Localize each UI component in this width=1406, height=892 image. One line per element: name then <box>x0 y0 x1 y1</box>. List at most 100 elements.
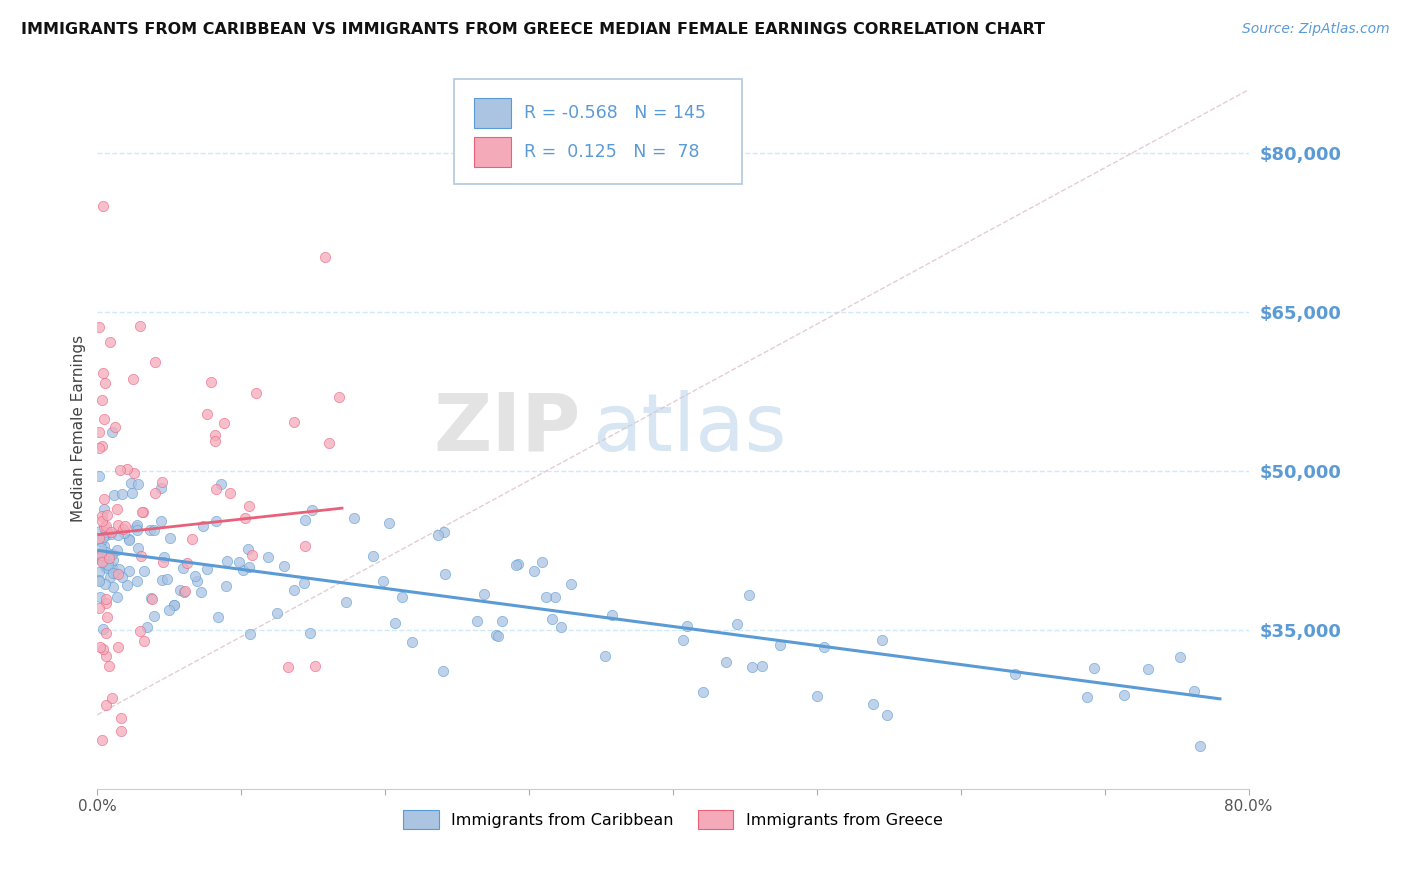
Point <box>125 520 148 534</box>
FancyBboxPatch shape <box>454 79 742 184</box>
Point <box>205 514 228 528</box>
Point <box>544 590 567 604</box>
Point <box>89 524 111 539</box>
Point <box>335 595 357 609</box>
Point <box>751 659 773 673</box>
Point <box>152 549 174 564</box>
Point <box>94 376 117 390</box>
Point <box>136 620 159 634</box>
Point <box>692 684 714 698</box>
Point <box>191 518 214 533</box>
Point <box>530 555 553 569</box>
Point <box>292 575 315 590</box>
Point <box>143 486 166 500</box>
Point <box>98 570 121 584</box>
Point <box>215 579 238 593</box>
Text: Source: ZipAtlas.com: Source: ZipAtlas.com <box>1241 22 1389 37</box>
Point <box>176 556 198 570</box>
Point <box>101 547 124 561</box>
Point <box>283 582 305 597</box>
Point <box>1112 688 1135 702</box>
Point <box>207 610 229 624</box>
Point <box>131 505 153 519</box>
Point <box>870 633 893 648</box>
Point <box>301 502 323 516</box>
FancyBboxPatch shape <box>474 98 510 128</box>
Point <box>94 528 117 542</box>
Point <box>105 543 128 558</box>
Point <box>141 592 163 607</box>
Point <box>91 199 114 213</box>
Point <box>361 549 384 564</box>
Y-axis label: Median Female Earnings: Median Female Earnings <box>72 335 86 522</box>
Point <box>183 568 205 582</box>
Point <box>139 523 162 537</box>
Point <box>741 660 763 674</box>
Point <box>87 468 110 483</box>
Point <box>671 633 693 648</box>
Point <box>209 477 232 491</box>
Point <box>401 634 423 648</box>
Point <box>111 487 134 501</box>
Point <box>205 483 228 497</box>
Point <box>128 624 150 638</box>
Point <box>107 640 129 655</box>
Point <box>96 591 118 606</box>
Point <box>204 434 226 448</box>
Point <box>94 648 117 663</box>
Text: R = -0.568   N = 145: R = -0.568 N = 145 <box>524 104 706 122</box>
Point <box>110 711 132 725</box>
Point <box>87 574 110 588</box>
Point <box>93 559 115 574</box>
Point <box>283 415 305 429</box>
Point <box>725 617 748 632</box>
Point <box>132 633 155 648</box>
Point <box>104 419 127 434</box>
Point <box>97 658 120 673</box>
Point <box>111 570 134 584</box>
Point <box>122 372 145 386</box>
Point <box>94 625 117 640</box>
Point <box>101 425 124 439</box>
Point <box>114 518 136 533</box>
Point <box>107 562 129 576</box>
Point <box>103 488 125 502</box>
Point <box>484 628 506 642</box>
Point <box>87 601 110 615</box>
Point <box>239 627 262 641</box>
Point <box>738 588 761 602</box>
Point <box>117 532 139 546</box>
Point <box>90 548 112 562</box>
Point <box>162 598 184 612</box>
Text: IMMIGRANTS FROM CARIBBEAN VS IMMIGRANTS FROM GREECE MEDIAN FEMALE EARNINGS CORRE: IMMIGRANTS FROM CARIBBEAN VS IMMIGRANTS … <box>21 22 1045 37</box>
Point <box>318 435 340 450</box>
Point <box>432 665 454 679</box>
Point <box>93 502 115 516</box>
Point <box>1189 739 1212 754</box>
Point <box>273 559 295 574</box>
Point <box>101 553 124 567</box>
Point <box>343 511 366 525</box>
Point <box>491 614 513 628</box>
Point <box>97 551 120 566</box>
Point <box>105 502 128 516</box>
Point <box>862 697 884 711</box>
Point <box>96 557 118 571</box>
Point <box>427 527 450 541</box>
Point <box>714 655 737 669</box>
Point <box>91 530 114 544</box>
Point <box>103 580 125 594</box>
Point <box>91 439 114 453</box>
Point <box>150 475 173 490</box>
Point <box>465 614 488 628</box>
Point <box>1137 662 1160 676</box>
Point <box>89 551 111 566</box>
Text: ZIP: ZIP <box>433 390 581 467</box>
Point <box>173 584 195 599</box>
Point <box>89 590 111 604</box>
Legend: Immigrants from Caribbean, Immigrants from Greece: Immigrants from Caribbean, Immigrants fr… <box>396 804 949 835</box>
Point <box>91 514 114 528</box>
Point <box>186 574 208 588</box>
Point <box>1170 650 1192 665</box>
Point <box>391 590 413 604</box>
